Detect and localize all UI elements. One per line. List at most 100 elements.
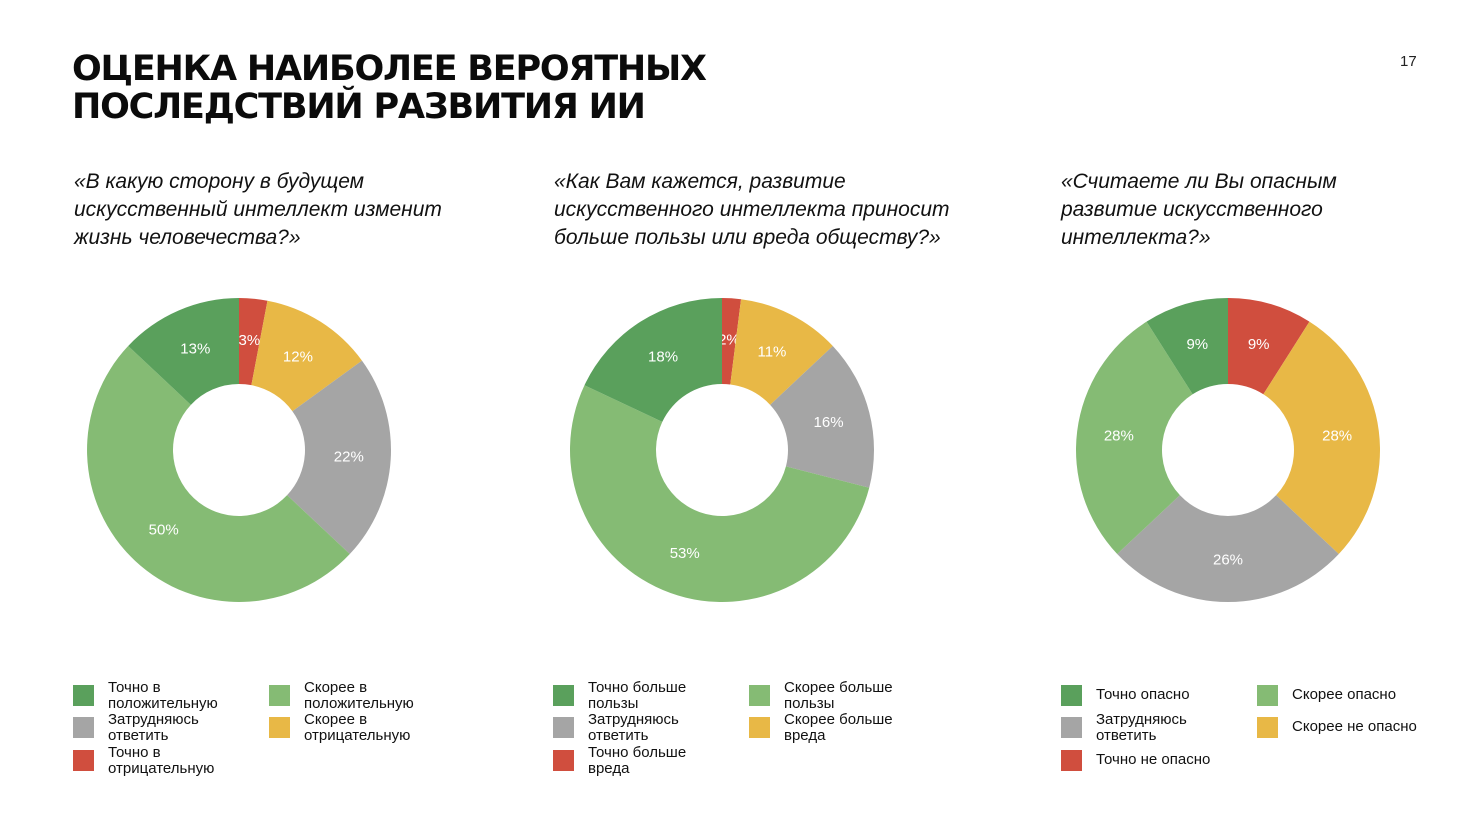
legend-swatch	[73, 717, 94, 738]
chart-1-legend: Точно в положительную Скорее в положительну…	[73, 680, 513, 790]
legend-label-line: Точно больше	[588, 679, 687, 696]
legend-label-line: Точно больше	[588, 744, 687, 761]
legend-swatch	[269, 685, 290, 706]
slice-value-label: 11%	[757, 343, 786, 360]
chart-3-question-line: «Считаете ли Вы опасным	[1061, 170, 1337, 193]
legend-label-line: ответить	[108, 727, 169, 744]
legend-label-line: Точно в	[108, 679, 161, 696]
slice-value-label: 13%	[180, 341, 210, 358]
chart-1-question-line: жизнь человечества?»	[74, 226, 301, 249]
slice-value-label: 9%	[1248, 336, 1270, 353]
chart-1-question-line: искусственный интеллект изменит	[74, 198, 442, 221]
legend-label-line: Точно в	[108, 744, 161, 761]
legend-label-line: ответить	[1096, 727, 1157, 744]
legend-label: Точно в отрицательную	[108, 745, 268, 777]
chart-2-question-line: искусственного интеллекта приносит	[554, 198, 950, 221]
legend-label: Точно в положительную	[108, 680, 268, 712]
slice-value-label: 18%	[648, 349, 678, 366]
page-title-line: последствий развития ИИ	[72, 87, 646, 127]
page-title: Оценка наиболее вероятных последствий ра…	[72, 50, 972, 126]
slice-value-label: 12%	[283, 349, 313, 366]
legend-swatch	[553, 717, 574, 738]
chart-2-question: «Как Вам кажется, развитие искусственног…	[554, 168, 994, 252]
chart-1-donut: 3% 12% 22% 50% 13%	[87, 298, 391, 602]
chart-3-legend: Точно опасно Скорее опасно Затрудняюсь отве…	[1061, 680, 1478, 790]
slice-value-label: 26%	[1213, 552, 1243, 569]
donut-slice	[1076, 321, 1193, 555]
slice-value-label: 16%	[814, 414, 844, 431]
donut-slice	[770, 345, 874, 488]
page-title-line: Оценка наиболее вероятных	[72, 49, 707, 89]
chart-2-legend: Точно больше пользы Скорее больше пользы Зат…	[553, 680, 993, 790]
legend-label-line: Точно не опасно	[1096, 751, 1211, 768]
chart-3-question-line: интеллекта?»	[1061, 226, 1211, 249]
slice-value-label: 2%	[718, 332, 740, 349]
legend-swatch	[553, 750, 574, 771]
chart-2-donut: 2% 11% 16% 53% 18%	[570, 298, 874, 602]
legend-label: Точно больше пользы	[588, 680, 748, 712]
donut-slice	[251, 300, 362, 412]
legend-label-line: пользы	[588, 695, 639, 712]
donut-slice	[570, 385, 870, 602]
legend-label-line: ответить	[588, 727, 649, 744]
legend-label: Точно не опасно	[1096, 752, 1256, 768]
donut-slice	[128, 298, 239, 405]
legend-label: Скорее опасно	[1292, 687, 1452, 703]
donut-slice	[1263, 321, 1380, 555]
legend-label: Точно больше вреда	[588, 745, 748, 777]
donut-slice	[239, 298, 268, 386]
legend-label: Затрудняюсь ответить	[1096, 712, 1256, 744]
legend-label-line: Скорее больше	[784, 679, 893, 696]
chart-2-question-line: «Как Вам кажется, развитие	[554, 170, 846, 193]
legend-swatch	[1061, 750, 1082, 771]
donut-slice	[584, 298, 722, 422]
chart-3-question: «Считаете ли Вы опасным развитие искусст…	[1061, 168, 1478, 252]
legend-label-line: Точно опасно	[1096, 686, 1190, 703]
slice-value-label: 3%	[239, 332, 261, 349]
slice-value-label: 22%	[334, 448, 364, 465]
legend-swatch	[1061, 685, 1082, 706]
legend-label-line: вреда	[784, 727, 826, 744]
chart-2-question-line: больше пользы или вреда обществу?»	[554, 226, 941, 249]
legend-swatch	[749, 717, 770, 738]
donut-slice	[722, 298, 742, 385]
slice-value-label: 53%	[670, 545, 700, 562]
legend-swatch	[73, 685, 94, 706]
page-number: 17	[1400, 53, 1417, 70]
legend-label: Скорее не опасно	[1292, 719, 1452, 735]
legend-label-line: Затрудняюсь	[1096, 711, 1187, 728]
slice-value-label: 28%	[1322, 428, 1352, 445]
donut-slice	[87, 345, 350, 602]
chart-1-question: «В какую сторону в будущем искусственный…	[74, 168, 514, 252]
legend-label: Скорее больше пользы	[784, 680, 944, 712]
legend-label-line: вреда	[588, 760, 630, 777]
legend-label-line: Скорее не опасно	[1292, 718, 1417, 735]
legend-label-line: отрицательную	[304, 727, 411, 744]
donut-slice	[1228, 298, 1310, 395]
legend-swatch	[73, 750, 94, 771]
legend-label-line: пользы	[784, 695, 835, 712]
legend-label-line: отрицательную	[108, 760, 215, 777]
legend-label: Затрудняюсь ответить	[588, 712, 748, 744]
legend-label-line: Скорее в	[304, 711, 368, 728]
legend-label-line: Затрудняюсь	[588, 711, 679, 728]
legend-label: Скорее в отрицательную	[304, 712, 464, 744]
donut-slice	[1146, 298, 1228, 395]
legend-label-line: Затрудняюсь	[108, 711, 199, 728]
legend-label: Точно опасно	[1096, 687, 1256, 703]
legend-label-line: положительную	[108, 695, 218, 712]
legend-label-line: Скорее опасно	[1292, 686, 1397, 703]
legend-swatch	[1257, 717, 1278, 738]
legend-swatch	[1257, 685, 1278, 706]
legend-swatch	[749, 685, 770, 706]
donut-slice	[1117, 495, 1339, 602]
donut-slice	[730, 299, 833, 405]
legend-swatch	[1061, 717, 1082, 738]
chart-3-question-line: развитие искусственного	[1061, 198, 1323, 221]
legend-label: Затрудняюсь ответить	[108, 712, 268, 744]
legend-swatch	[269, 717, 290, 738]
slice-value-label: 28%	[1104, 428, 1134, 445]
slice-value-label: 50%	[149, 522, 179, 539]
legend-label: Скорее больше вреда	[784, 712, 944, 744]
legend-label-line: Скорее в	[304, 679, 368, 696]
